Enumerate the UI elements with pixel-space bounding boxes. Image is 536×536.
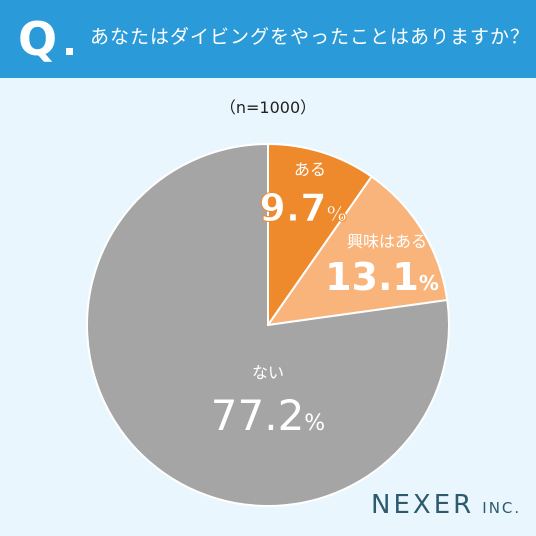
question-text: あなたはダイビングをやったことはありますか？	[90, 26, 531, 48]
svg-text:77.2%: 77.2%	[211, 391, 325, 440]
slice-label-kyomi-unit: %	[419, 271, 439, 295]
slice-label-kyomi: 興味はある 13.1%	[325, 232, 439, 299]
slice-label-nai: ない 77.2%	[211, 363, 325, 440]
pie-slices	[86, 142, 450, 507]
slice-label-nai-value: 77.2	[211, 391, 305, 440]
slice-label-aru: ある 9.7%	[259, 160, 347, 231]
slice-label-nai-unit: %	[304, 411, 325, 436]
sample-size: （n=1000）	[219, 98, 317, 117]
slice-label-aru-unit: %	[327, 202, 347, 226]
q-mark: Q	[18, 12, 58, 66]
slice-label-kyomi-name: 興味はある	[347, 232, 427, 251]
pie-slice-kyomi	[265, 175, 449, 327]
slice-label-aru-name: ある	[294, 160, 326, 179]
slice-label-kyomi-value: 13.1	[325, 255, 419, 299]
svg-text:9.7%: 9.7%	[259, 186, 346, 230]
logo-main: NEXER	[371, 490, 475, 520]
logo-sub: INC.	[482, 499, 522, 517]
nexer-logo: NEXER INC.	[371, 490, 521, 520]
slice-label-aru-value: 9.7	[259, 186, 326, 230]
slice-label-nai-name: ない	[252, 363, 284, 382]
question-header: Q あなたはダイビングをやったことはありますか？	[0, 0, 536, 78]
pie-slice-aru	[267, 142, 374, 329]
q-dot-icon	[66, 48, 73, 55]
pie-slice-nai	[86, 142, 450, 507]
svg-text:13.1%: 13.1%	[325, 255, 439, 299]
